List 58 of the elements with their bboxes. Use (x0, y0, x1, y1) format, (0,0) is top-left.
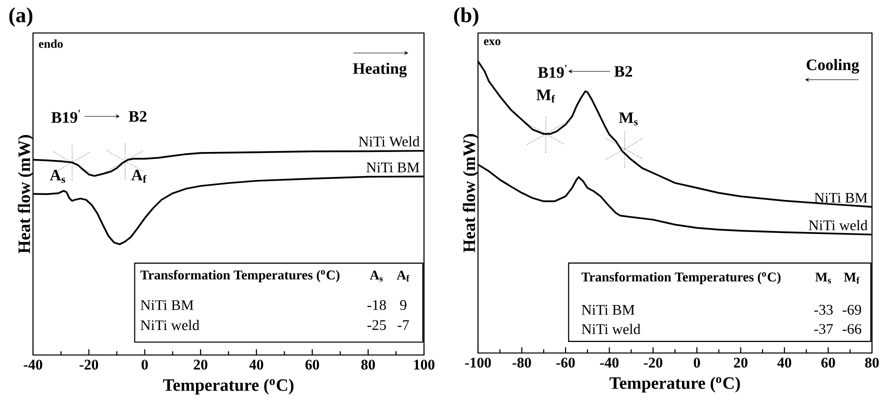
series-label: NiTi BM (814, 192, 868, 203)
annotation: M$_{s}$ (815, 272, 832, 284)
annotation: -66 (842, 324, 862, 334)
x-tick-label: -20 (644, 358, 662, 368)
series-label: NiTi weld (808, 220, 868, 230)
x-tick-label: 60 (821, 358, 835, 368)
annotation: -25 (367, 320, 386, 330)
chart-title: (b) (454, 7, 478, 27)
annotation: NiTi weld (140, 320, 200, 330)
text: B19$^{'}$ (51, 110, 80, 123)
annotation: M$_{f}$ (844, 272, 860, 284)
annotation: Transformation Temperatures ($^{o}$C) (140, 270, 340, 282)
annotation: 9 (400, 300, 406, 310)
x-tick-label: 20 (194, 360, 208, 370)
annotation: A$_{f}$ (396, 270, 410, 282)
x-tick-label: -80 (512, 358, 531, 368)
annotation: -33 (814, 304, 833, 315)
x-tick-label: 80 (361, 360, 375, 370)
annotation: NiTi weld (582, 324, 640, 334)
x-tick-label: -60 (556, 358, 575, 368)
x-tick-label: 40 (249, 360, 264, 370)
series-label: NiTi BM (366, 162, 420, 172)
x-tick-label: 80 (865, 358, 879, 368)
text: exo (484, 39, 500, 46)
x-tick-label: 60 (305, 360, 320, 370)
x-axis-title: Temperature ($^{o}$C) (610, 376, 740, 392)
annotation: A$_{s}$ (50, 170, 66, 183)
annotation: Transformation Temperatures ($^{o}$C) (581, 272, 781, 284)
annotation: NiTi BM (140, 300, 194, 310)
annotation: -69 (842, 304, 862, 315)
series-label: NiTi Weld (358, 136, 420, 147)
text: Heating (352, 62, 407, 78)
annotation: -7 (398, 320, 409, 330)
y-axis-title: Heat flow (mW) (18, 135, 34, 254)
x-tick-label: -40 (24, 360, 42, 370)
annotation: B19$^{'}$ (538, 64, 567, 78)
annotation: -37 (814, 324, 833, 334)
annotation: M$_{s}$ (618, 112, 638, 126)
x-tick-label: 0 (142, 360, 148, 370)
annotation: -18 (367, 300, 386, 310)
x-tick-label: -100 (465, 358, 491, 368)
x-tick-label: -20 (80, 360, 98, 370)
annotation: B2 (614, 66, 632, 77)
chart-title: (a) (9, 7, 32, 27)
annotation: NiTi BM (582, 304, 634, 315)
x-tick-label: -40 (600, 358, 619, 368)
y-axis-title: Heat flow (mW) (462, 134, 479, 252)
annotation: A$_{s}$ (370, 270, 383, 282)
x-tick-label: 20 (734, 358, 748, 368)
annotation: Cooling (806, 58, 860, 74)
annotation: M$_{f}$ (536, 90, 555, 103)
x-axis-title: Temperature ($^{o}$C) (163, 378, 294, 394)
x-tick-label: 40 (777, 358, 792, 368)
x-tick-label: 100 (414, 360, 434, 370)
annotation: A$_{f}$ (131, 170, 146, 183)
text: B2 (128, 111, 146, 122)
x-tick-label: 0 (694, 358, 700, 368)
text: endo (38, 39, 63, 48)
